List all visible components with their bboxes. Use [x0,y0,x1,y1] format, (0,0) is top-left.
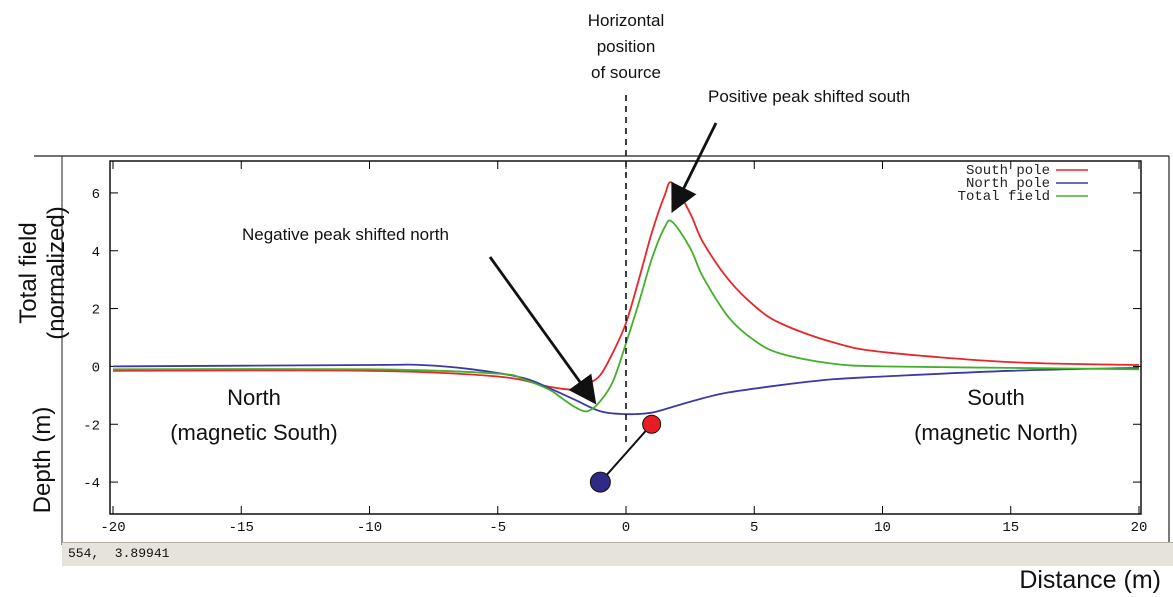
y-tick-label: 0 [92,360,100,376]
status-bar: 554, 3.89941 [62,542,1173,566]
negative-peak-label: Negative peak shifted north [242,225,449,244]
x-tick-label: -20 [100,520,125,536]
positive-peak-arrow [671,122,718,214]
legend-label-south-pole: South pole [966,163,1050,179]
y-tick-label: 6 [92,187,100,203]
x-tick-label: -10 [357,520,382,536]
x-tick-label: 5 [750,520,758,536]
y-axis-title-field: Total field [15,222,42,323]
x-axis-title: Distance (m) [1019,566,1161,594]
x-tick-label: -15 [229,520,254,536]
source-label-line-3: of source [591,63,661,82]
y-axis-title-depth: Depth (m) [29,407,56,514]
y-axis-title-field-unit: (normalized) [43,206,70,339]
north-label: North [227,385,281,410]
south-sublabel: (magnetic North) [914,420,1078,445]
source-label-line-2: position [597,37,656,56]
y-tick-label: -2 [83,418,100,434]
negative-peak-arrow [488,256,597,405]
series-layer [112,181,1140,416]
source-dipole-line [599,423,653,483]
north-sublabel: (magnetic South) [170,420,338,445]
x-tick-label: 15 [1002,520,1019,536]
south-label: South [967,385,1025,410]
series-line-total-field [112,219,1140,413]
source-position-label: Horizontal position of source [588,11,665,82]
legend-label-north-pole: North pole [966,176,1050,192]
x-tick-label: 10 [874,520,891,536]
y-tick-label: -4 [83,476,100,492]
x-tick-label: -5 [489,520,506,536]
y-tick-label: 4 [92,245,100,261]
legend: South pole North pole Total field [958,163,1088,205]
x-tick-label: 20 [1131,520,1148,536]
south-pole-source-marker [642,414,662,434]
source-label-line-1: Horizontal [588,11,665,30]
north-pole-source-marker [589,471,611,493]
legend-label-total-field: Total field [958,189,1050,205]
series-line-north-pole [112,363,1140,416]
status-coordinates: 554, 3.89941 [68,546,170,561]
x-tick-label: 0 [622,520,630,536]
positive-peak-label: Positive peak shifted south [708,87,910,106]
y-tick-label: 2 [92,303,100,319]
